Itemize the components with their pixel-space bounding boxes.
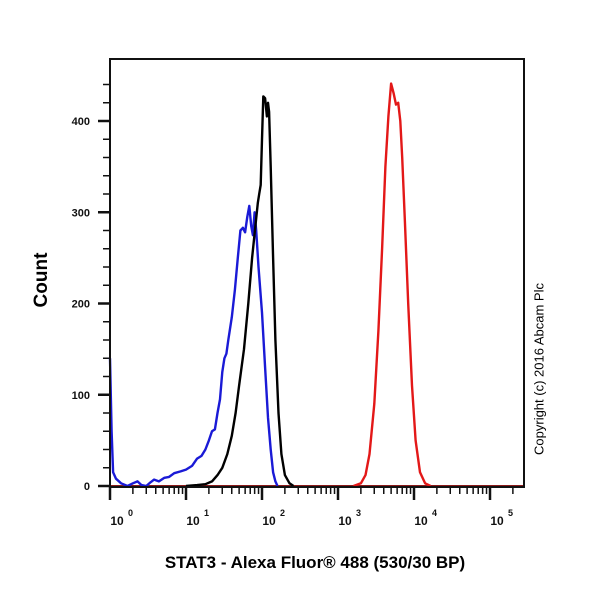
x-tick-exponent: 4 <box>432 508 437 518</box>
y-axis-title: Count <box>12 230 72 330</box>
y-tick-label: 100 <box>72 390 90 402</box>
y-tick-label: 400 <box>72 116 90 128</box>
y-axis-title-text: Count <box>31 252 52 308</box>
series-isotype-control <box>185 95 295 488</box>
copyright-notice: Copyright (c) 2016 Abcam Plc <box>527 240 551 498</box>
series-stat3-antibody <box>353 82 432 488</box>
x-tick-label: 10 <box>110 514 124 528</box>
x-tick-label: 10 <box>338 514 352 528</box>
x-axis-ticks: 10 0 10 1 10 2 10 3 10 4 10 5 <box>108 487 514 528</box>
x-tick-exponent: 2 <box>280 508 285 518</box>
x-tick-exponent: 1 <box>204 508 209 518</box>
x-tick-exponent: 3 <box>356 508 361 518</box>
x-tick-label: 10 <box>262 514 276 528</box>
copyright-text: Copyright (c) 2016 Abcam Plc <box>531 283 547 455</box>
y-tick-label: 300 <box>72 207 90 219</box>
histogram-series <box>108 82 524 488</box>
x-tick-exponent: 0 <box>128 508 133 518</box>
y-tick-label: 0 <box>84 481 90 493</box>
x-tick-label: 10 <box>414 514 428 528</box>
x-tick-exponent: 5 <box>508 508 513 518</box>
x-axis-title: STAT3 - Alexa Fluor® 488 (530/30 BP) <box>164 553 466 572</box>
x-tick-label: 10 <box>490 514 504 528</box>
x-tick-label: 10 <box>186 514 200 528</box>
y-axis-ticks: 0 100 200 300 400 <box>72 83 110 493</box>
y-tick-label: 200 <box>72 299 90 311</box>
plot-frame <box>109 58 525 488</box>
